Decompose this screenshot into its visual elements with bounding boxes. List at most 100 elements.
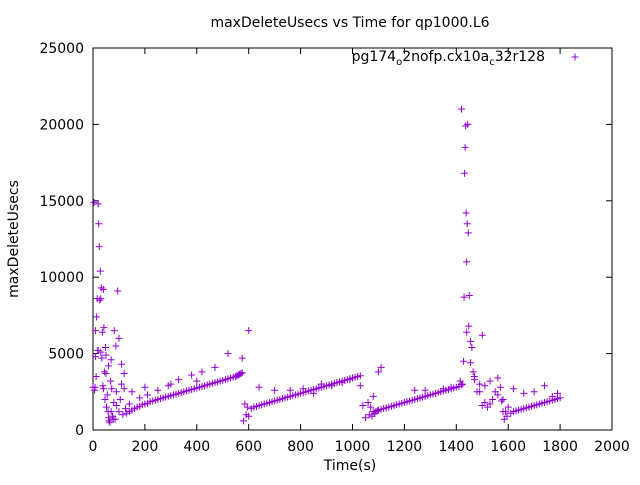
data-point	[271, 386, 279, 394]
data-point	[114, 287, 122, 295]
data-point	[128, 388, 136, 396]
x-tick-label: 1600	[490, 439, 526, 455]
data-point	[530, 388, 538, 396]
data-point	[457, 105, 465, 113]
data-point	[121, 405, 129, 413]
data-point	[112, 402, 120, 410]
data-point	[328, 382, 336, 390]
data-point	[470, 373, 478, 381]
data-point	[141, 383, 149, 391]
y-axis: 0 5000 10000 15000 20000 25000	[39, 41, 612, 439]
data-point	[120, 385, 128, 393]
data-point	[91, 386, 99, 394]
data-point	[486, 400, 494, 408]
data-point	[107, 377, 115, 385]
y-tick-label: 15000	[39, 194, 84, 210]
data-point	[494, 374, 502, 382]
x-axis: 0 200 400 600 800 1000 1200 1400 1600 1800 2000	[89, 48, 630, 455]
legend-marker	[571, 53, 579, 61]
data-point	[356, 382, 364, 390]
data-point	[118, 380, 126, 388]
data-point	[107, 408, 115, 416]
data-point	[111, 415, 119, 423]
data-point	[102, 369, 110, 377]
y-tick-label: 5000	[48, 347, 84, 363]
data-point	[93, 313, 101, 321]
data-point	[476, 380, 484, 388]
data-point	[102, 403, 110, 411]
data-point	[468, 343, 476, 351]
x-tick-label: 2000	[594, 439, 630, 455]
x-tick-label: 1200	[387, 439, 423, 455]
data-point	[110, 327, 118, 335]
data-point	[421, 386, 429, 394]
data-point	[95, 220, 103, 228]
data-point	[98, 354, 106, 362]
data-point	[478, 331, 486, 339]
data-point	[356, 372, 364, 380]
x-tick-label: 600	[235, 439, 262, 455]
data-point	[469, 368, 477, 376]
legend-label-part: 2nofp.cx10a	[402, 49, 489, 65]
data-point	[481, 398, 489, 406]
data-point	[97, 295, 105, 303]
data-point	[456, 377, 464, 385]
data-point	[211, 363, 219, 371]
data-point	[224, 350, 232, 358]
data-point	[377, 363, 385, 371]
data-point	[118, 360, 126, 368]
data-point	[496, 383, 504, 391]
data-point	[101, 343, 109, 351]
data-point	[98, 328, 106, 336]
data-point	[286, 386, 294, 394]
data-point	[556, 394, 564, 402]
data-point	[498, 397, 506, 405]
data-point	[346, 376, 354, 384]
data-point	[359, 402, 367, 410]
data-point	[364, 398, 372, 406]
data-point	[198, 368, 206, 376]
data-point	[108, 385, 116, 393]
data-point	[462, 209, 470, 217]
data-point	[112, 342, 120, 350]
data-point	[94, 347, 102, 355]
data-point	[115, 334, 123, 342]
data-point	[361, 414, 369, 422]
data-point	[548, 392, 556, 400]
data-point	[481, 382, 489, 390]
data-point	[373, 407, 381, 415]
data-points	[89, 105, 564, 426]
data-point	[167, 380, 175, 388]
y-axis-label: maxDeleteUsecs	[6, 180, 22, 298]
legend-label-part: 32r128	[495, 49, 545, 65]
data-point	[245, 412, 253, 420]
data-point	[245, 327, 253, 335]
data-point	[95, 243, 103, 251]
data-point	[541, 382, 549, 390]
data-point	[463, 220, 471, 228]
data-point	[240, 417, 248, 425]
data-point	[367, 403, 375, 411]
data-point	[119, 411, 127, 419]
data-point	[504, 403, 512, 411]
data-point	[465, 292, 473, 300]
data-point	[106, 418, 114, 426]
data-point	[99, 385, 107, 393]
data-point	[116, 395, 124, 403]
legend-label-subscript: c	[489, 57, 495, 68]
x-tick-label: 0	[89, 439, 98, 455]
data-point	[96, 267, 104, 275]
x-tick-label: 1000	[335, 439, 371, 455]
data-point	[503, 412, 511, 420]
data-point	[100, 324, 108, 332]
data-point	[476, 388, 484, 396]
data-point	[99, 285, 107, 293]
data-point	[299, 385, 307, 393]
data-point	[100, 368, 108, 376]
data-point	[465, 322, 473, 330]
data-point	[125, 400, 133, 408]
data-point	[467, 359, 475, 367]
data-point	[554, 389, 562, 397]
